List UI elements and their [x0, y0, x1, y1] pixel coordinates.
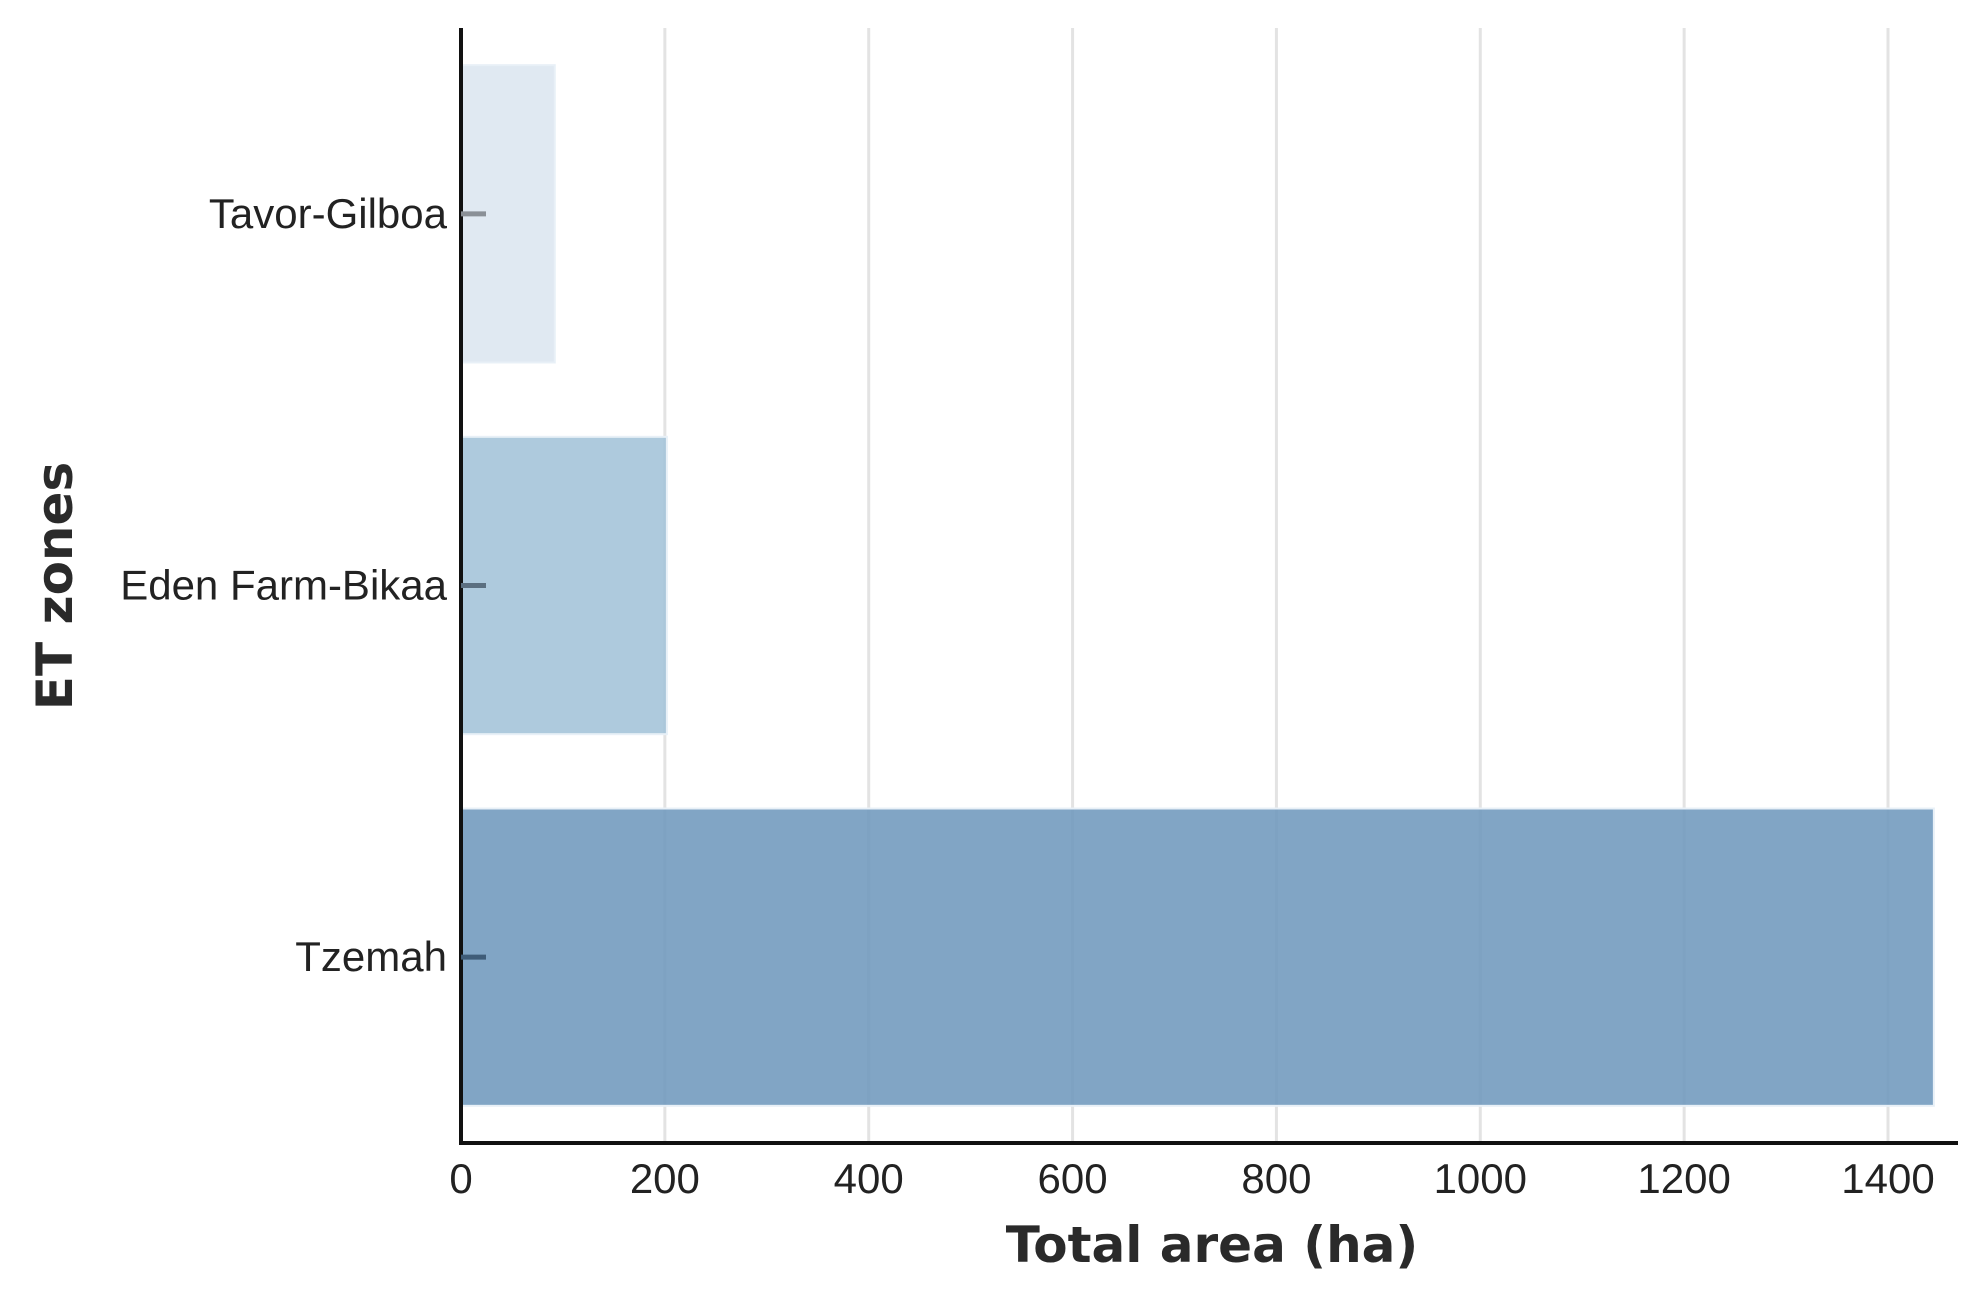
y-tick-label: Eden Farm-Bikaa: [120, 562, 447, 609]
x-tick-label: 0: [449, 1155, 472, 1202]
x-tick-label: 1200: [1637, 1155, 1730, 1202]
y-axis-title: ET zones: [26, 462, 84, 710]
y-tick-label: Tzemah: [295, 933, 447, 980]
bar: [460, 435, 668, 736]
x-axis-title: Total area (ha): [1006, 1216, 1419, 1274]
x-tick-label: 1000: [1434, 1155, 1527, 1202]
x-tick-label: 400: [834, 1155, 904, 1202]
bars: [460, 64, 1935, 1107]
x-tick-label: 600: [1038, 1155, 1108, 1202]
x-tick-label: 200: [630, 1155, 700, 1202]
x-tick-label: 800: [1241, 1155, 1311, 1202]
x-tick-label: 1400: [1841, 1155, 1934, 1202]
gridlines: [663, 28, 1890, 1143]
y-tick-label: Tavor-Gilboa: [209, 190, 448, 237]
bar: [460, 807, 1935, 1107]
y-ticks: Tavor-Gilboa Eden Farm-Bikaa Tzemah: [120, 190, 486, 980]
x-ticks: 0 200 400 600 800 1000 1200 1400: [449, 1155, 1934, 1202]
